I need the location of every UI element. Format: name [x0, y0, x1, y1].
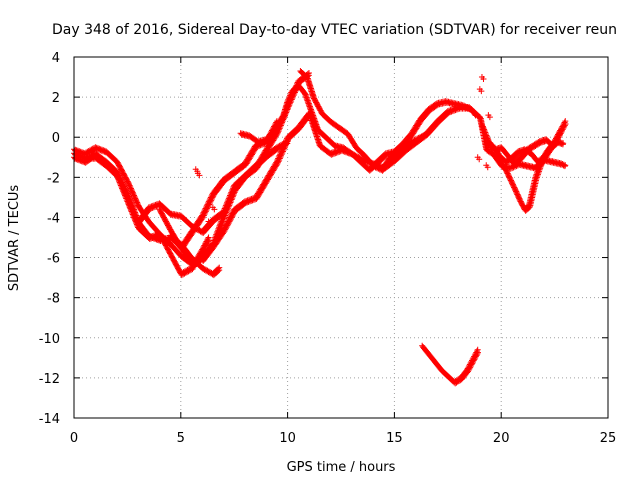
y-tick-label: 2	[52, 91, 60, 106]
data-point	[472, 112, 479, 119]
data-point	[305, 70, 312, 77]
y-tick-label: -2	[47, 171, 60, 186]
data-point	[560, 140, 567, 147]
y-axis-label: SDTVAR / TECUs	[7, 185, 22, 292]
y-tick-labels: -14 -12 -10 -8 -6 -4 -2 0 2 4	[39, 51, 60, 427]
y-tick-label: 4	[52, 51, 60, 66]
y-tick-label: -12	[39, 372, 60, 387]
x-tick-label: 5	[177, 431, 185, 446]
chart-title: Day 348 of 2016, Sidereal Day-to-day VTE…	[52, 22, 617, 38]
data-point	[562, 162, 569, 169]
y-tick-label: -14	[39, 412, 60, 427]
data-point	[561, 119, 568, 126]
data-point	[484, 164, 491, 171]
x-tick-label: 25	[600, 431, 617, 446]
data-point	[216, 264, 223, 271]
data-point	[558, 126, 565, 133]
plot-frame	[73, 56, 609, 419]
data-point	[211, 206, 218, 213]
data-point	[489, 146, 496, 153]
data-point	[207, 220, 214, 227]
x-tick-label: 10	[279, 431, 296, 446]
data-point	[421, 132, 428, 139]
x-axis-label: GPS time / hours	[287, 460, 396, 475]
gridlines	[74, 57, 608, 418]
data-point	[476, 156, 483, 163]
y-tick-label: -8	[47, 292, 60, 307]
y-tick-label: -4	[47, 211, 60, 226]
data-points	[71, 68, 569, 387]
y-tick-label: -10	[39, 332, 60, 347]
x-tick-label: 0	[70, 431, 78, 446]
x-tick-labels: 0 5 10 15 20 25	[70, 431, 616, 446]
x-tick-label: 15	[386, 431, 403, 446]
x-tick-label: 20	[493, 431, 510, 446]
data-point	[474, 346, 481, 353]
data-point	[204, 242, 211, 249]
data-point	[480, 76, 487, 83]
y-tick-label: 0	[52, 131, 60, 146]
data-point	[196, 172, 203, 179]
data-point	[486, 114, 493, 121]
y-tick-label: -6	[47, 252, 60, 267]
data-point	[471, 110, 478, 117]
data-point	[478, 88, 485, 95]
data-point	[562, 118, 569, 125]
data-point	[205, 234, 212, 241]
